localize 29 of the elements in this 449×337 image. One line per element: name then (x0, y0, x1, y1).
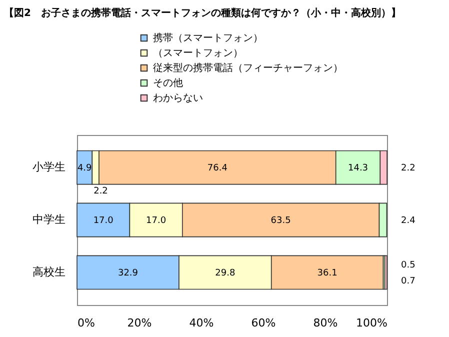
legend-label: 携帯（スマートフォン） (153, 32, 263, 44)
y-tick-label: 中学生 (32, 213, 66, 226)
x-tick-label: 20% (127, 316, 152, 330)
chart-title: 【図2 お子さまの携帯電話・スマートフォンの種類は何ですか？（小・中・高校別）】 (4, 6, 401, 20)
text: 4.9 (77, 164, 92, 174)
text: 29.8 (215, 268, 236, 278)
x-tick-label: 80% (313, 316, 338, 330)
text: 14.3 (348, 164, 368, 174)
x-tick-label: 40% (189, 316, 214, 330)
x-tick-label: 100% (356, 316, 388, 330)
legend-label: 従来型の携帯電話（フィーチャーフォン） (153, 62, 343, 74)
text: 36.1 (317, 268, 338, 278)
legend-label: わからない (153, 93, 203, 104)
text: 2.2 (401, 164, 416, 174)
text: 2.2 (94, 186, 108, 197)
text: 32.9 (118, 268, 138, 278)
x-tick-label: 60% (251, 316, 276, 330)
y-tick-label: 小学生 (32, 160, 66, 174)
x-tick-label: 0% (78, 316, 95, 330)
text: 17.0 (93, 216, 114, 226)
text: 0.7 (401, 276, 416, 286)
text: 2.4 (401, 216, 416, 226)
text: 76.4 (207, 164, 228, 174)
text: 63.5 (270, 216, 291, 226)
legend-label: （スマートフォン） (153, 48, 243, 59)
y-tick-label: 高校生 (32, 265, 66, 278)
text: 0.5 (401, 260, 416, 270)
legend-label: その他 (153, 77, 183, 89)
text: 17.0 (146, 216, 166, 226)
